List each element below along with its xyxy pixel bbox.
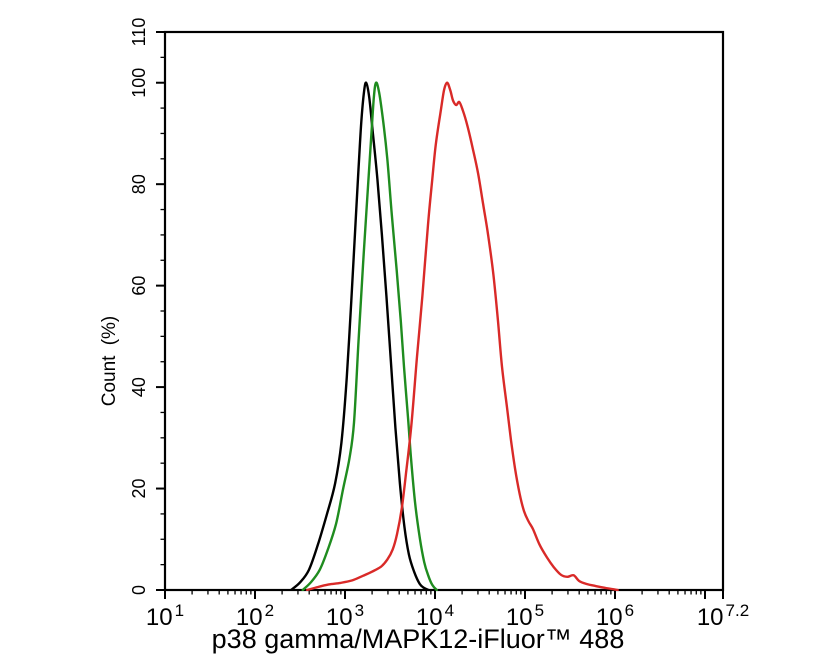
x-tick-label: 10 4	[416, 601, 454, 631]
y-tick-label: 40	[129, 377, 149, 397]
curve-green	[301, 81, 438, 591]
x-tick-label: 10 2	[236, 601, 274, 631]
x-tick-label: 10 5	[506, 601, 544, 631]
x-tick-label: 10 3	[326, 601, 364, 631]
y-tick-label: 20	[129, 479, 149, 499]
y-axis-title: Count (%)	[99, 315, 120, 407]
y-tick-label: 110	[129, 18, 149, 47]
y-tick-label: 80	[129, 174, 149, 194]
y-tick-label: 0	[129, 585, 149, 595]
curves-group	[289, 81, 619, 591]
curve-black	[289, 81, 430, 591]
x-tick-label: 10 7.2	[697, 601, 749, 631]
y-tick-label: 60	[129, 276, 149, 296]
plot-frame	[163, 30, 725, 592]
x-axis-ticks	[164, 590, 724, 599]
x-axis-title: p38 gamma/MAPK12-iFluor™ 488	[211, 624, 625, 654]
x-tick-label: 10 1	[146, 601, 184, 631]
y-axis-ticks	[156, 31, 165, 591]
curve-red	[306, 81, 619, 591]
x-tick-label: 10 6	[596, 601, 634, 631]
y-tick-label: 100	[129, 68, 149, 98]
